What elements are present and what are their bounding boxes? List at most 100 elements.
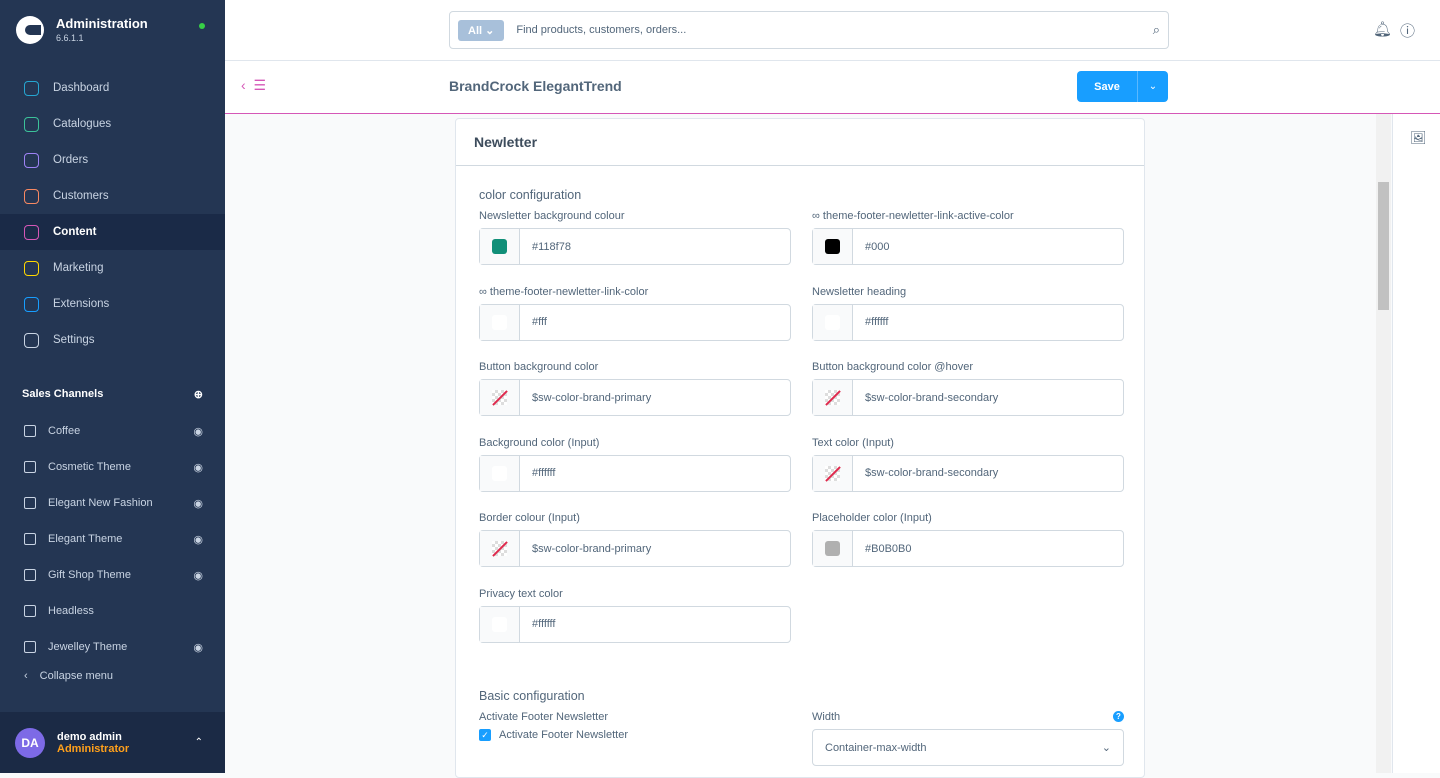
nav-item-orders[interactable]: Orders xyxy=(0,142,225,178)
nav-item-label: Catalogues xyxy=(53,118,112,130)
color-swatch xyxy=(492,465,507,481)
color-picker-button[interactable] xyxy=(480,606,520,642)
color-input[interactable]: #ffffff xyxy=(479,454,791,492)
help-icon[interactable]: ? xyxy=(1113,711,1124,722)
sales-channel-item[interactable]: Coffee ◉ xyxy=(0,413,225,449)
media-icon[interactable]: 🖼︎ xyxy=(1410,130,1427,145)
global-search[interactable]: All ⌄ Find products, customers, orders..… xyxy=(449,11,1169,49)
color-picker-button[interactable] xyxy=(480,455,520,491)
dashboard-icon xyxy=(24,80,39,96)
color-input[interactable]: #118f78 xyxy=(479,228,791,265)
eye-icon[interactable]: ◉ xyxy=(193,461,203,474)
color-picker-button[interactable] xyxy=(813,304,853,340)
color-input[interactable]: #000 xyxy=(812,228,1124,265)
color-value: #ffffff xyxy=(532,467,556,479)
customers-icon xyxy=(24,188,39,204)
color-picker-button[interactable] xyxy=(480,304,520,340)
back-icon[interactable]: ‹ ☰ xyxy=(241,77,266,93)
nav-item-extensions[interactable]: Extensions xyxy=(0,286,225,322)
sales-channel-item[interactable]: Gift Shop Theme ◉ xyxy=(0,557,225,593)
notification-bell-icon[interactable]: 🔔︎ xyxy=(1373,21,1393,38)
color-field: Text color (Input) $sw-color-brand-second… xyxy=(812,437,1124,492)
color-swatch xyxy=(825,239,840,254)
color-picker-button[interactable] xyxy=(480,380,520,415)
no-color-icon xyxy=(492,390,507,405)
eye-icon[interactable]: ◉ xyxy=(193,569,203,582)
add-sales-channel-icon[interactable]: ⊕ xyxy=(193,389,203,401)
save-button-group: Save ⌄ xyxy=(1077,71,1168,102)
sales-channel-item[interactable]: Elegant New Fashion ◉ xyxy=(0,485,225,521)
search-scope-select[interactable]: All ⌄ xyxy=(458,19,505,41)
sidebar-panel: 🖼︎ xyxy=(1392,114,1440,773)
color-field: Placeholder color (Input) #B0B0B0 xyxy=(812,512,1124,567)
no-color-icon xyxy=(825,465,840,481)
color-field: Border colour (Input) $sw-color-brand-pri… xyxy=(479,512,791,567)
field-label: Border colour (Input) xyxy=(479,512,580,524)
color-input[interactable]: $sw-color-brand-primary xyxy=(479,530,791,567)
link-icon[interactable]: ∞ xyxy=(812,210,823,222)
color-picker-button[interactable] xyxy=(813,380,853,415)
search-icon[interactable]: ⌕ xyxy=(1152,22,1160,37)
color-picker-button[interactable] xyxy=(480,531,520,566)
color-input[interactable]: #fff xyxy=(479,303,791,341)
sales-channel-label: Jewelley Theme xyxy=(48,641,128,653)
color-input[interactable]: $sw-color-brand-secondary xyxy=(812,454,1124,492)
color-field: ∞ theme-footer-newletter-link-color #fff xyxy=(479,286,791,341)
eye-icon[interactable]: ◉ xyxy=(193,533,203,546)
eye-icon[interactable]: ◉ xyxy=(193,497,203,510)
color-picker-button[interactable] xyxy=(480,229,520,264)
storefront-icon xyxy=(24,641,36,653)
color-input[interactable]: #B0B0B0 xyxy=(812,530,1124,567)
field-label: Button background color @hover xyxy=(812,361,973,373)
color-field: Background color (Input) #ffffff xyxy=(479,437,791,492)
eye-icon[interactable]: ◉ xyxy=(193,641,203,654)
user-name: demo admin xyxy=(57,730,122,743)
eye-icon[interactable]: ◉ xyxy=(193,425,203,438)
top-bar: All ⌄ Find products, customers, orders..… xyxy=(225,0,1440,61)
save-options-chevron-icon[interactable]: ⌄ xyxy=(1137,71,1168,102)
color-field: Newsletter heading #ffffff xyxy=(812,286,1124,341)
sales-channel-label: Coffee xyxy=(48,425,81,437)
no-color-icon xyxy=(492,541,507,556)
color-field: Newsletter background colour #118f78 xyxy=(479,210,791,265)
sales-channel-item[interactable]: Jewelley Theme ◉ xyxy=(0,629,225,665)
link-icon[interactable]: ∞ xyxy=(479,285,490,298)
color-field: Button background color @hover $sw-color-… xyxy=(812,361,1124,416)
scrollbar-thumb[interactable] xyxy=(1378,182,1389,310)
nav-item-settings[interactable]: Settings xyxy=(0,322,225,358)
color-picker-button[interactable] xyxy=(813,455,853,491)
save-button[interactable]: Save xyxy=(1077,71,1137,102)
color-input[interactable]: $sw-color-brand-primary xyxy=(479,379,791,416)
color-input[interactable]: #ffffff xyxy=(479,605,791,643)
avatar: DA xyxy=(15,727,45,758)
nav-item-content[interactable]: Content xyxy=(0,214,225,250)
nav-item-catalogues[interactable]: Catalogues xyxy=(0,106,225,142)
scrollbar[interactable] xyxy=(1376,114,1391,773)
sales-channels-title: Sales Channels xyxy=(22,388,104,400)
brand[interactable]: Administration 6.6.1.1 xyxy=(16,16,148,44)
color-picker-button[interactable] xyxy=(813,229,853,264)
orders-icon xyxy=(24,152,39,168)
nav-item-marketing[interactable]: Marketing xyxy=(0,250,225,286)
nav-item-dashboard[interactable]: Dashboard xyxy=(0,70,225,106)
sales-channel-item[interactable]: Headless xyxy=(0,593,225,629)
shopware-logo xyxy=(16,16,44,44)
color-value: $sw-color-brand-primary xyxy=(532,542,652,555)
nav-item-customers[interactable]: Customers xyxy=(0,178,225,214)
width-select[interactable]: Container-max-width ⌄ xyxy=(812,729,1124,766)
sales-channel-item[interactable]: Elegant Theme ◉ xyxy=(0,521,225,557)
user-menu[interactable]: DA demo admin Administrator ⌃ xyxy=(0,712,225,773)
color-input[interactable]: #ffffff xyxy=(812,303,1124,341)
sales-channels-header: Sales Channels ⊕ xyxy=(22,388,203,401)
search-input[interactable]: Find products, customers, orders... xyxy=(516,24,687,36)
color-input[interactable]: $sw-color-brand-secondary xyxy=(812,379,1124,416)
activate-footer-newsletter-checkbox[interactable]: ✓ Activate Footer Newsletter xyxy=(479,729,791,741)
color-picker-button[interactable] xyxy=(813,531,853,566)
help-icon[interactable]: ⓘ xyxy=(1400,23,1416,40)
collapse-menu[interactable]: ‹ Collapse menu xyxy=(24,670,113,682)
field-label: Activate Footer Newsletter xyxy=(479,711,608,723)
storefront-icon xyxy=(24,461,36,473)
settings-icon xyxy=(24,332,39,348)
sales-channel-item[interactable]: Cosmetic Theme ◉ xyxy=(0,449,225,485)
activate-footer-newsletter-field: Activate Footer Newsletter ✓ Activate Foo… xyxy=(479,711,791,741)
